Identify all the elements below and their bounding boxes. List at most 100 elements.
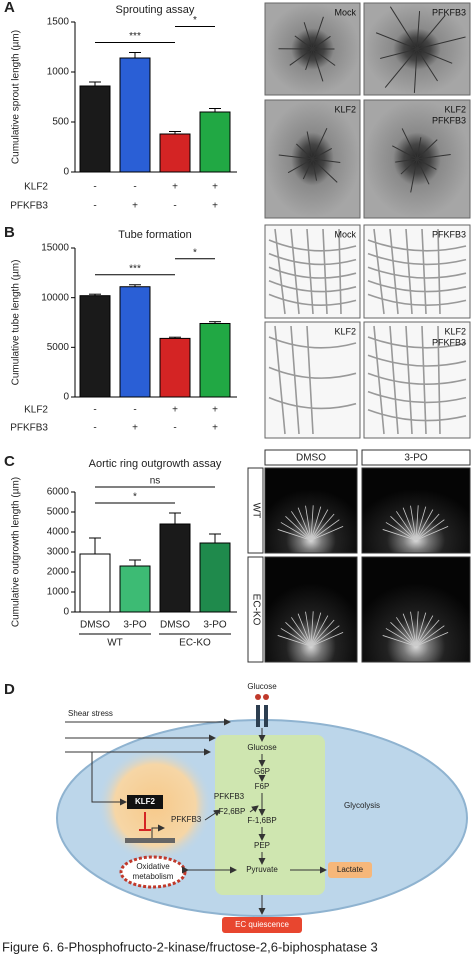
condition-name: KLF2	[24, 182, 48, 193]
sprout	[416, 137, 422, 160]
condition-mark: -	[173, 423, 176, 434]
y-tick-label: 2000	[47, 567, 70, 578]
y-tick-label: 4000	[47, 527, 70, 538]
outgrowth	[390, 621, 417, 647]
metabolite: G6P	[254, 767, 270, 776]
metabolite: F-1,6BP	[247, 816, 276, 825]
image-label: KLF2	[334, 326, 356, 336]
outgrowth	[415, 615, 434, 647]
sprout	[416, 139, 438, 160]
y-tick-label: 0	[63, 167, 69, 178]
outgrowth	[280, 628, 312, 647]
outgrowth	[410, 505, 417, 541]
enzyme: PFKFB3	[214, 792, 245, 801]
sprout	[302, 158, 313, 180]
metabolite: Pyruvate	[246, 865, 278, 874]
sprout	[312, 147, 333, 160]
y-tick-label: 3000	[47, 547, 70, 558]
column-header-box	[361, 449, 471, 466]
column-header: 3-PO	[404, 453, 428, 464]
row-header-box	[247, 556, 264, 663]
outgrowth	[297, 613, 312, 647]
chart-title: Sprouting assay	[116, 4, 195, 16]
outgrowth	[395, 511, 417, 541]
outgrowth	[415, 625, 445, 647]
bar	[119, 286, 151, 398]
x-tick-label: DMSO	[160, 620, 190, 631]
klf2-box	[127, 795, 163, 809]
outgrowth	[382, 635, 417, 647]
column-header-box	[264, 449, 358, 466]
outgrowth	[297, 507, 312, 541]
outgrowth	[310, 505, 314, 541]
y-tick-label: 6000	[47, 487, 70, 498]
tube	[367, 325, 467, 435]
sprout	[413, 48, 418, 93]
outgrowth	[402, 613, 417, 647]
sprout	[389, 6, 418, 50]
outgrowth	[382, 529, 417, 541]
tube	[367, 325, 467, 435]
outgrowth	[277, 635, 312, 647]
sprout	[416, 48, 438, 82]
outgrowth	[305, 505, 312, 541]
significance-label: *	[193, 247, 197, 258]
outgrowth	[310, 615, 329, 647]
bar	[159, 523, 191, 613]
image-label: PFKFB3	[432, 7, 466, 17]
x-tick-label: 3-PO	[203, 620, 227, 631]
tube	[367, 228, 467, 315]
outgrowth	[285, 515, 312, 541]
outgrowth	[277, 529, 312, 541]
condition-mark: -	[93, 405, 96, 416]
caption: Figure 6. 6-Phosphofructo-2-kinase/fruct…	[2, 939, 378, 954]
sprout	[312, 158, 341, 164]
outgrowth	[415, 525, 449, 541]
bar	[199, 542, 231, 613]
outcome-label: EC quiescence	[235, 920, 289, 929]
condition-mark: -	[133, 405, 136, 416]
glucose-outside: Glucose	[247, 682, 277, 691]
sprout	[375, 32, 418, 50]
panel-letter: C	[4, 453, 15, 470]
metabolite: F6P	[255, 782, 270, 791]
tube	[268, 228, 357, 315]
condition-mark: +	[212, 423, 218, 434]
sprout	[380, 48, 418, 59]
condition-mark: +	[132, 201, 138, 212]
metabolite: Glucose	[247, 743, 277, 752]
bar	[199, 111, 231, 173]
outgrowth	[305, 611, 312, 647]
outgrowth	[310, 525, 344, 541]
panel-letter: D	[4, 681, 15, 698]
sprout	[278, 154, 313, 160]
significance-label: ***	[129, 263, 141, 274]
tube	[268, 228, 357, 315]
tube	[268, 325, 357, 435]
outgrowth	[310, 513, 335, 541]
condition-mark: +	[212, 182, 218, 193]
sprout	[401, 128, 418, 160]
y-tick-label: 5000	[47, 507, 70, 518]
image-label: PFKFB3	[432, 337, 466, 347]
y-tick-label: 5000	[47, 342, 70, 353]
outgrowth	[285, 621, 312, 647]
sprout	[289, 48, 313, 66]
tube	[268, 228, 357, 315]
x-tick-label: DMSO	[80, 620, 110, 631]
tube	[367, 228, 467, 315]
y-axis-label: Cumulative outgrowth length (µm)	[11, 477, 22, 627]
bar	[159, 133, 191, 173]
image-label: Mock	[334, 229, 356, 239]
tube	[268, 325, 357, 435]
condition-mark: +	[212, 405, 218, 416]
chart-title: Aortic ring outgrowth assay	[89, 458, 222, 470]
lactate-label: Lactate	[337, 865, 364, 874]
y-tick-label: 10000	[41, 292, 69, 303]
oxidative-label: metabolism	[133, 872, 174, 881]
sprout	[312, 16, 324, 50]
y-tick-label: 1000	[47, 67, 70, 78]
condition-mark: -	[93, 423, 96, 434]
image-label: KLF2	[444, 104, 466, 114]
